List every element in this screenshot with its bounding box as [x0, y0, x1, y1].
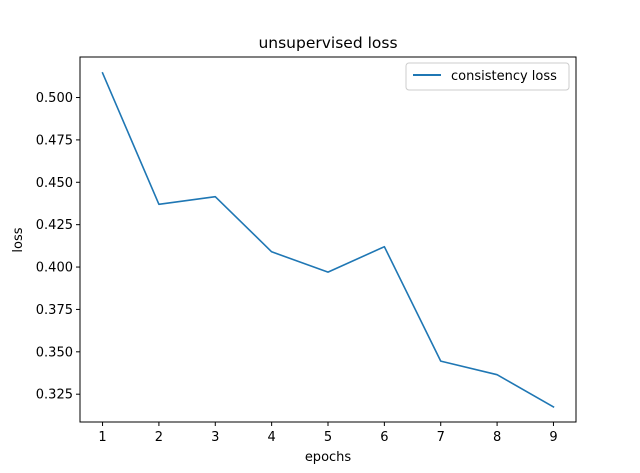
y-tick-label: 0.425: [36, 218, 73, 233]
x-tick-label: 2: [155, 430, 163, 445]
x-tick-label: 3: [211, 430, 219, 445]
x-tick-label: 1: [98, 430, 106, 445]
x-tick-label: 9: [549, 430, 557, 445]
plot-area: 1 2 3 4 5 6 7 8 9 0.325 0.350 0.375 0.400 0.425 0.450…: [36, 56, 577, 445]
x-axis-label: epochs: [305, 450, 352, 465]
y-axis-label: loss: [11, 227, 26, 252]
x-axis: 1 2 3 4 5 6 7 8 9: [98, 422, 558, 445]
x-tick-label: 4: [267, 430, 275, 445]
y-tick-label: 0.450: [36, 176, 73, 191]
x-tick-label: 5: [324, 430, 332, 445]
chart-title: unsupervised loss: [258, 34, 397, 52]
series-line: [101, 71, 555, 409]
legend-label: consistency loss: [451, 69, 557, 84]
y-tick-label: 0.325: [36, 388, 73, 403]
legend-box: [405, 62, 570, 91]
y-axis: 0.325 0.350 0.375 0.400 0.425 0.450 0.475 0.500: [36, 91, 80, 403]
x-tick-label: 6: [380, 430, 388, 445]
x-tick-label: 8: [493, 430, 501, 445]
x-tick-label: 7: [437, 430, 445, 445]
y-tick-label: 0.350: [36, 345, 73, 360]
y-tick-label: 0.400: [36, 261, 73, 276]
legend: consistency loss: [405, 62, 570, 91]
y-tick-label: 0.500: [36, 91, 73, 106]
y-tick-label: 0.475: [36, 133, 73, 148]
series-layer: [101, 71, 555, 409]
y-tick-label: 0.375: [36, 303, 73, 318]
